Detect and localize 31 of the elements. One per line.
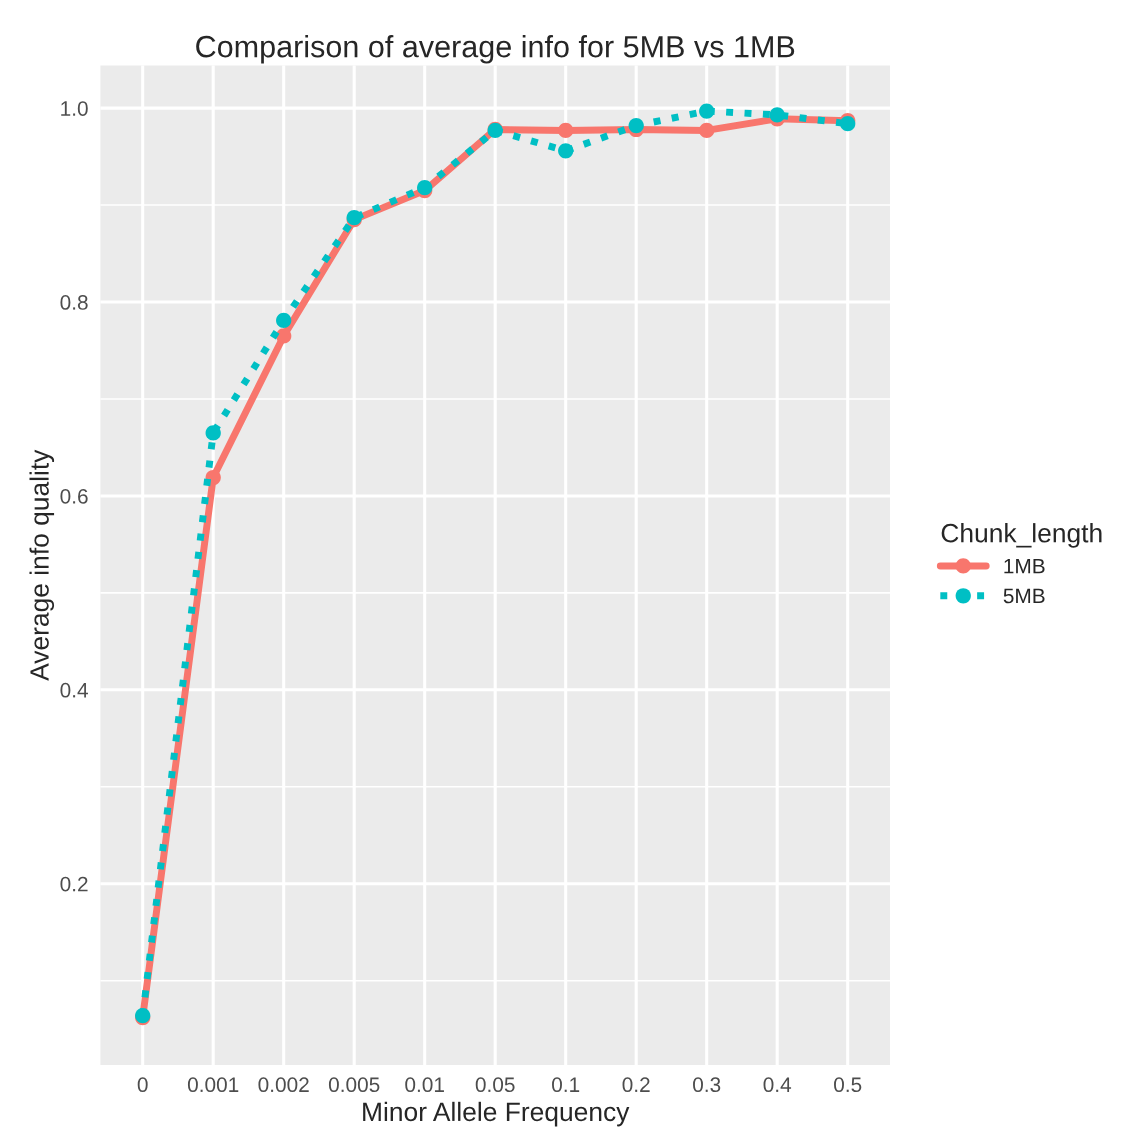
- y-tick-label: 0.2: [60, 876, 88, 892]
- x-tick-label: 0: [137, 1077, 148, 1093]
- point: [276, 312, 292, 329]
- legend-label: 1MB: [1004, 558, 1045, 574]
- y-tick-label: 0.8: [60, 295, 88, 310]
- x-tick-label: 0.001: [187, 1077, 239, 1093]
- x-tick-label: 0.01: [405, 1077, 444, 1093]
- x-tick-label: 0.1: [552, 1077, 580, 1093]
- point: [205, 425, 221, 441]
- y-tick-label: 0.4: [60, 682, 88, 698]
- chart-title: Comparison of average info for 5MB vs 1MB: [196, 35, 795, 64]
- y-axis-title: Average info quality: [29, 449, 55, 681]
- x-tick-label: 0.5: [834, 1077, 862, 1093]
- point: [628, 117, 644, 134]
- x-axis-title: Minor Allele Frequency: [363, 1101, 630, 1127]
- point: [558, 122, 574, 139]
- point: [558, 143, 574, 159]
- y-tick-label: 0.6: [60, 488, 88, 504]
- point: [769, 107, 785, 123]
- point: [699, 103, 715, 119]
- x-tick-label: 0.002: [258, 1077, 309, 1093]
- point: [276, 328, 292, 344]
- x-tick-label: 0.05: [475, 1077, 515, 1093]
- y-tick-label: 1.0: [61, 101, 88, 116]
- x-tick-label: 0.3: [693, 1077, 721, 1093]
- x-tick-label: 0.2: [622, 1077, 650, 1093]
- legend-title: Chunk_length: [941, 523, 1102, 548]
- point: [699, 122, 715, 139]
- x-tick-label: 0.4: [763, 1077, 792, 1093]
- x-tick-label: 0.005: [328, 1077, 380, 1093]
- legend-label: 5MB: [1003, 588, 1045, 604]
